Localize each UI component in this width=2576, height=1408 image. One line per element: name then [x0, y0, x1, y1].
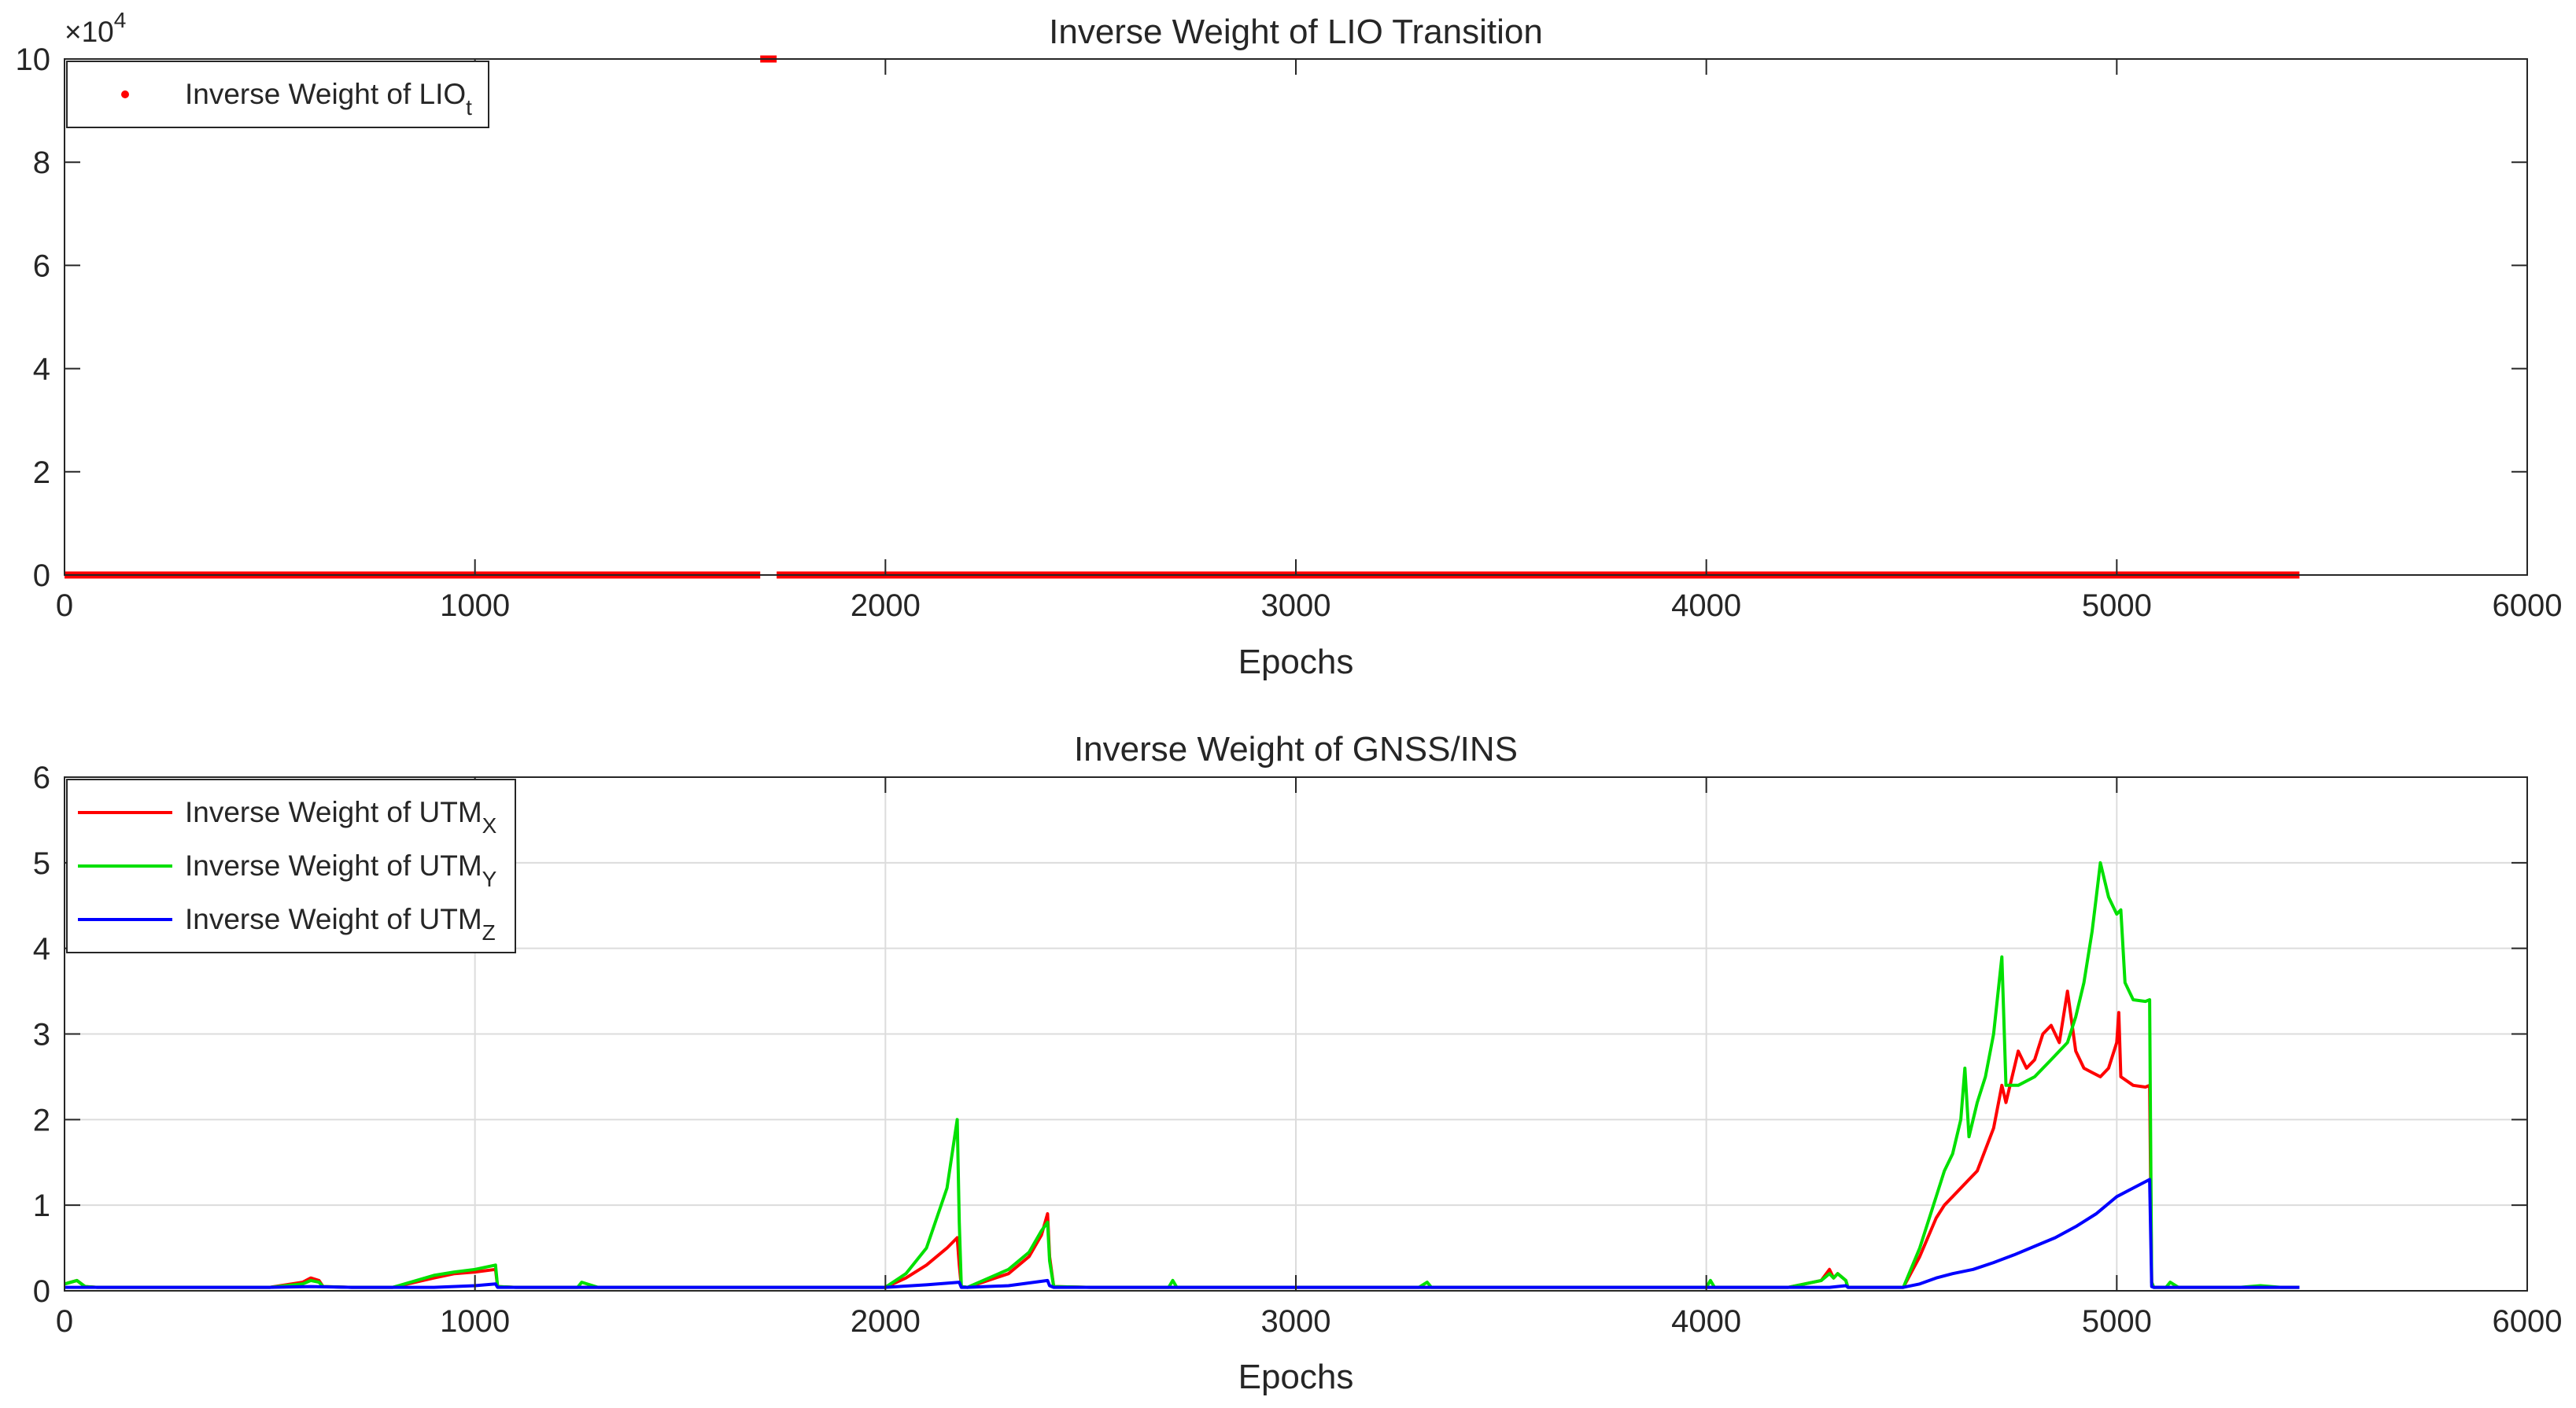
top-panel-y-exponent-base: ×10 [65, 16, 114, 48]
bottom-panel-x-tick-label: 6000 [2493, 1304, 2563, 1339]
bottom-panel-series [64, 861, 2300, 1289]
top-panel-y-tick-label: 10 [16, 42, 51, 77]
top-panel-x-tick-label: 4000 [1671, 588, 1741, 623]
top-panel-legend-box [66, 61, 489, 128]
bottom-panel-legend-label-main: Inverse Weight of UTM [185, 903, 482, 935]
bottom-panel-x-tick-label: 0 [56, 1304, 73, 1339]
bottom-panel-series-z-line [65, 1178, 2300, 1289]
bottom-panel-y-tick-label: 2 [33, 1103, 50, 1137]
bottom-panel-legend-label-main: Inverse Weight of UTM [185, 850, 482, 882]
bottom-panel-legend-label: Inverse Weight of UTMX [185, 796, 497, 838]
top-panel-x-tick-label: 1000 [440, 588, 510, 623]
bottom-panel-y-tick-label: 5 [33, 846, 50, 881]
bottom-panel-legend-label-subscript: Y [482, 867, 497, 891]
bottom-panel-x-tick-label: 2000 [851, 1304, 921, 1339]
bottom-panel-y-tick-label: 6 [33, 761, 50, 795]
bottom-panel-y-tick-label: 4 [33, 932, 50, 967]
bottom-panel-legend-label-main: Inverse Weight of UTM [185, 796, 482, 828]
top-panel-x-tick-label: 3000 [1261, 588, 1331, 623]
top-panel-ticks: 0 1000 2000 3000 4000 5000 6000 0 2 4 6 8 10 [16, 42, 2563, 623]
top-panel-y-exponent-power: 4 [114, 8, 127, 32]
top-panel-legend-label: Inverse Weight of LIOt [185, 78, 472, 120]
bottom-panel-x-tick-label: 5000 [2082, 1304, 2152, 1339]
bottom-panel: 0 1000 2000 3000 4000 5000 6000 0 1 2 3 4 5 6 Inverse… [33, 730, 2563, 1396]
bottom-panel-y-tick-label: 1 [33, 1189, 50, 1223]
top-panel-y-exponent: ×104 [65, 8, 126, 48]
top-panel-x-axis-label: Epochs [1238, 643, 1354, 681]
bottom-panel-legend-label-subscript: Z [482, 920, 496, 945]
top-panel-legend-marker [121, 90, 129, 98]
bottom-panel-title: Inverse Weight of GNSS/INS [1074, 730, 1518, 769]
bottom-panel-x-tick-label: 3000 [1261, 1304, 1331, 1339]
top-panel-legend-label-subscript: t [466, 95, 472, 120]
bottom-panel-y-tick-label: 0 [33, 1274, 50, 1309]
bottom-panel-x-tick-label: 4000 [1671, 1304, 1741, 1339]
bottom-panel-legend-label: Inverse Weight of UTMZ [185, 903, 496, 945]
top-panel-y-tick-label: 6 [33, 249, 50, 283]
bottom-panel-series-y-line [64, 861, 2300, 1289]
bottom-panel-y-tick-label: 3 [33, 1018, 50, 1052]
top-panel-x-tick-label: 5000 [2082, 588, 2152, 623]
top-panel-title: Inverse Weight of LIO Transition [1049, 13, 1543, 51]
top-panel-x-tick-label: 0 [56, 588, 73, 623]
top-panel-legend: Inverse Weight of LIOt [66, 61, 489, 128]
top-panel-x-tick-label: 6000 [2493, 588, 2563, 623]
top-panel-x-tick-label: 2000 [851, 588, 921, 623]
top-panel-y-tick-label: 0 [33, 558, 50, 593]
top-panel: 0 1000 2000 3000 4000 5000 6000 0 2 4 6 8 10 Inverse… [16, 8, 2563, 681]
top-panel-y-tick-label: 4 [33, 352, 50, 387]
top-panel-y-tick-label: 8 [33, 146, 50, 180]
bottom-panel-legend-label: Inverse Weight of UTMY [185, 850, 497, 891]
bottom-panel-x-tick-label: 1000 [440, 1304, 510, 1339]
bottom-panel-x-axis-label: Epochs [1238, 1358, 1354, 1396]
top-panel-legend-label-main: Inverse Weight of LIO [185, 78, 466, 110]
bottom-panel-ticks: 0 1000 2000 3000 4000 5000 6000 0 1 2 3 4 5 6 [33, 761, 2563, 1339]
top-panel-y-tick-label: 2 [33, 455, 50, 490]
bottom-panel-legend-label-subscript: X [482, 813, 497, 838]
